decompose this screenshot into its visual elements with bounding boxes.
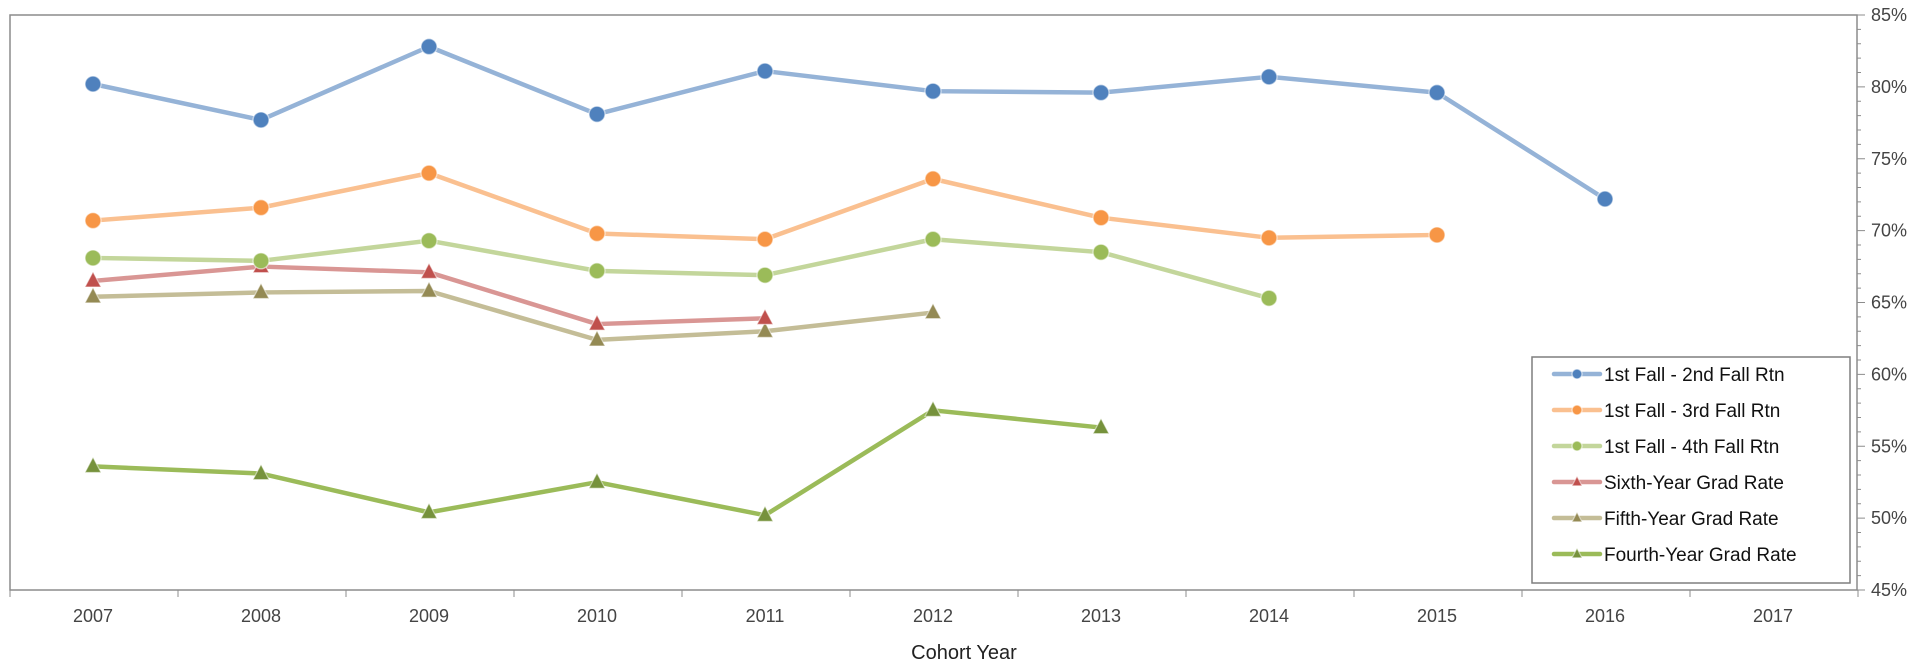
- data-point: [420, 37, 438, 56]
- data-point: [252, 198, 270, 217]
- series-line: [90, 288, 936, 343]
- data-point: [756, 266, 774, 284]
- y-tick-label: 80%: [1871, 77, 1907, 97]
- legend-item: 1st Fall - 2nd Fall Rtn: [1551, 365, 1785, 386]
- data-point: [1260, 229, 1278, 247]
- x-tick-label: 2016: [1585, 606, 1625, 626]
- legend-swatch-marker: [1571, 440, 1583, 452]
- data-point: [1092, 417, 1110, 435]
- x-tick-label: 2011: [746, 606, 785, 626]
- data-point: [84, 249, 102, 267]
- data-point: [924, 399, 942, 417]
- legend: 1st Fall - 2nd Fall Rtn 1st Fall - 3rd Fa…: [1531, 356, 1851, 584]
- x-tick-label: 2013: [1081, 606, 1121, 626]
- data-point: [1092, 208, 1110, 227]
- legend-label: 1st Fall - 4th Fall Rtn: [1604, 437, 1779, 458]
- y-tick-label: 50%: [1871, 508, 1907, 528]
- y-tick-label: 75%: [1871, 149, 1907, 169]
- series-fifth-year-grad-rate: [84, 280, 942, 347]
- series-1st-fall-3rd-fall-rtn: [84, 164, 1446, 248]
- data-point: [1260, 289, 1278, 307]
- y-tick-label: 55%: [1871, 436, 1907, 456]
- data-point: [588, 313, 606, 331]
- legend-item: 1st Fall - 4th Fall Rtn: [1551, 437, 1779, 458]
- x-axis: 2007 2008 2009 2010 2011 2012 2013 2014 2015 2016…: [9, 590, 1859, 626]
- x-tick-label: 2017: [1753, 606, 1793, 626]
- legend-label: Fifth-Year Grad Rate: [1604, 509, 1779, 530]
- data-point: [84, 75, 102, 93]
- data-point: [1260, 68, 1278, 86]
- data-point: [420, 231, 438, 250]
- series-line: [90, 237, 1272, 301]
- x-tick-label: 2008: [241, 606, 281, 626]
- data-point: [924, 302, 942, 320]
- data-point: [588, 105, 606, 123]
- x-axis-title: Cohort Year: [911, 642, 1017, 664]
- data-point: [420, 164, 438, 182]
- legend-item: Sixth-Year Grad Rate: [1551, 473, 1784, 494]
- legend-swatch-marker: [1571, 368, 1583, 380]
- data-point: [84, 270, 102, 288]
- x-tick-label: 2007: [73, 606, 113, 626]
- legend-label: 1st Fall - 3rd Fall Rtn: [1604, 401, 1780, 422]
- y-tick-label: 85%: [1871, 5, 1907, 25]
- data-point: [588, 262, 606, 280]
- series-sixth-year-grad-rate: [84, 256, 774, 331]
- legend-swatch-marker: [1571, 511, 1583, 523]
- legend-label: 1st Fall - 2nd Fall Rtn: [1604, 365, 1785, 386]
- data-point: [756, 504, 774, 522]
- y-tick-label: 45%: [1871, 580, 1907, 600]
- data-point: [252, 252, 270, 270]
- data-point: [924, 230, 942, 248]
- y-tick-label: 60%: [1871, 364, 1907, 384]
- legend-swatch-marker: [1571, 475, 1583, 487]
- data-point: [84, 455, 102, 474]
- data-point: [1596, 190, 1614, 208]
- legend-item: 1st Fall - 3rd Fall Rtn: [1551, 401, 1780, 422]
- legend-label: Fourth-Year Grad Rate: [1604, 545, 1797, 566]
- x-tick-label: 2010: [577, 606, 617, 626]
- series-line: [90, 44, 1608, 202]
- data-point: [252, 111, 270, 129]
- data-point: [756, 307, 774, 325]
- data-point: [252, 463, 270, 481]
- data-point: [1428, 226, 1446, 244]
- data-point: [420, 501, 438, 520]
- legend-item: Fourth-Year Grad Rate: [1551, 545, 1797, 566]
- data-point: [588, 471, 606, 489]
- legend-swatch-marker: [1571, 404, 1583, 416]
- y-axis: 45% 50% 55% 60% 65% 70% 75% 80% 85%: [1857, 5, 1907, 600]
- data-point: [1092, 83, 1110, 102]
- data-point: [756, 320, 774, 338]
- legend-label: Sixth-Year Grad Rate: [1604, 473, 1784, 494]
- y-tick-label: 70%: [1871, 221, 1907, 241]
- data-point: [588, 329, 606, 347]
- data-point: [1428, 83, 1446, 102]
- data-point: [84, 286, 102, 304]
- data-point: [84, 211, 102, 230]
- data-point: [756, 230, 774, 248]
- data-point: [1092, 243, 1110, 261]
- x-tick-label: 2015: [1417, 606, 1457, 626]
- data-point: [924, 82, 942, 100]
- legend-item: Fifth-Year Grad Rate: [1551, 509, 1779, 530]
- series-layer: [84, 37, 1614, 522]
- x-tick-label: 2012: [913, 606, 953, 626]
- data-point: [252, 282, 270, 300]
- series-fourth-year-grad-rate: [84, 399, 1110, 522]
- series-1st-fall-2nd-fall-rtn: [84, 37, 1614, 208]
- series-1st-fall-4th-fall-rtn: [84, 230, 1278, 307]
- data-point: [420, 261, 438, 279]
- y-tick-label: 65%: [1871, 293, 1907, 313]
- data-point: [588, 224, 606, 243]
- legend-swatch-marker: [1571, 547, 1583, 559]
- legend-box: [1531, 356, 1851, 584]
- data-point: [924, 170, 942, 188]
- x-tick-label: 2009: [409, 606, 449, 626]
- x-tick-label: 2014: [1249, 606, 1289, 626]
- data-point: [420, 280, 438, 298]
- data-point: [756, 62, 774, 80]
